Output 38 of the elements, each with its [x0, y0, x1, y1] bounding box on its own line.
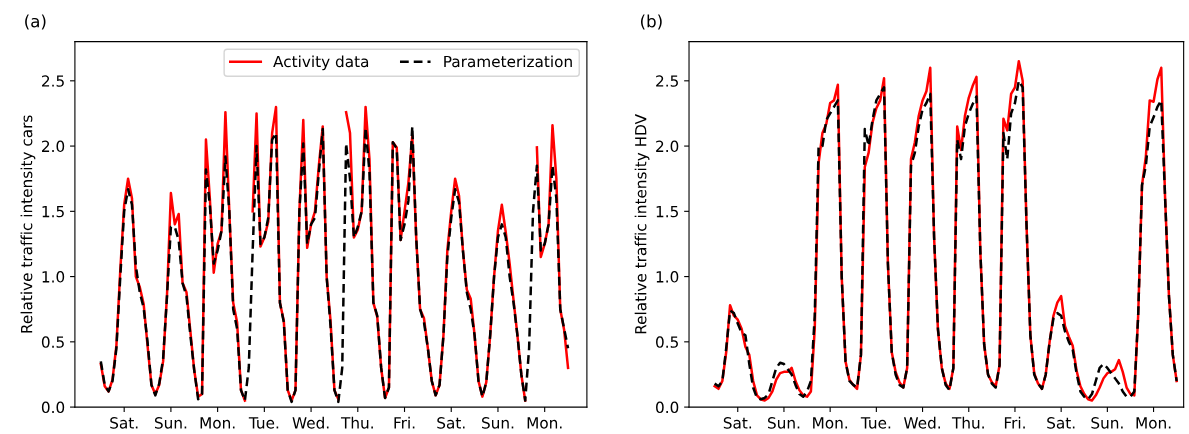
legend-label: Activity data	[273, 55, 369, 71]
x-tick-label: Sat.	[723, 417, 752, 429]
y-tick-label: 0.5	[656, 336, 678, 348]
x-tick-label: Wed.	[903, 416, 940, 429]
y-tick-label: 2.5	[656, 75, 678, 87]
x-tick-label: Sat.	[437, 417, 465, 429]
x-tick-label: Wed.	[292, 416, 329, 429]
x-tick-label: Fri.	[1004, 416, 1025, 429]
x-tick-label: Mon.	[1136, 417, 1171, 429]
y-tick-label: 1.0	[42, 271, 65, 283]
y-axis-title: Relative traffic intensity HDV	[634, 114, 650, 334]
chart-title: (b)	[641, 14, 662, 30]
x-tick-label: Sat.	[110, 417, 138, 429]
x-tick-label: Sun.	[768, 417, 800, 429]
y-tick-label: 2.0	[42, 140, 65, 153]
y-tick-label: 1.5	[656, 205, 678, 218]
y-tick-label: 0.0	[656, 401, 679, 414]
y-axis-title: Relative traffic intensity cars	[20, 115, 36, 333]
x-tick-label: Tue.	[248, 417, 279, 429]
x-tick-label: Sun.	[482, 417, 514, 429]
x-tick-label: Mon.	[200, 417, 235, 429]
y-tick-label: 2.0	[656, 140, 679, 153]
x-tick-label: Thu.	[951, 416, 984, 429]
y-tick-label: 0.0	[41, 401, 65, 414]
x-tick-label: Sat.	[1047, 417, 1075, 429]
y-tick-label: 1.5	[42, 205, 64, 218]
x-tick-label: Thu.	[340, 416, 373, 429]
x-tick-label: Sun.	[154, 417, 187, 429]
x-tick-label: Mon.	[527, 417, 562, 429]
y-tick-label: 1.0	[656, 271, 679, 283]
x-tick-label: Fri.	[394, 416, 415, 429]
chart-title: (a)	[25, 14, 46, 30]
x-tick-label: Tue.	[860, 417, 891, 429]
x-tick-label: Mon.	[813, 417, 848, 429]
y-tick-label: 0.5	[41, 336, 64, 348]
legend-label: Parameterization	[444, 55, 572, 68]
y-tick-label: 2.5	[42, 75, 64, 87]
x-tick-label: Sun.	[1091, 417, 1123, 429]
